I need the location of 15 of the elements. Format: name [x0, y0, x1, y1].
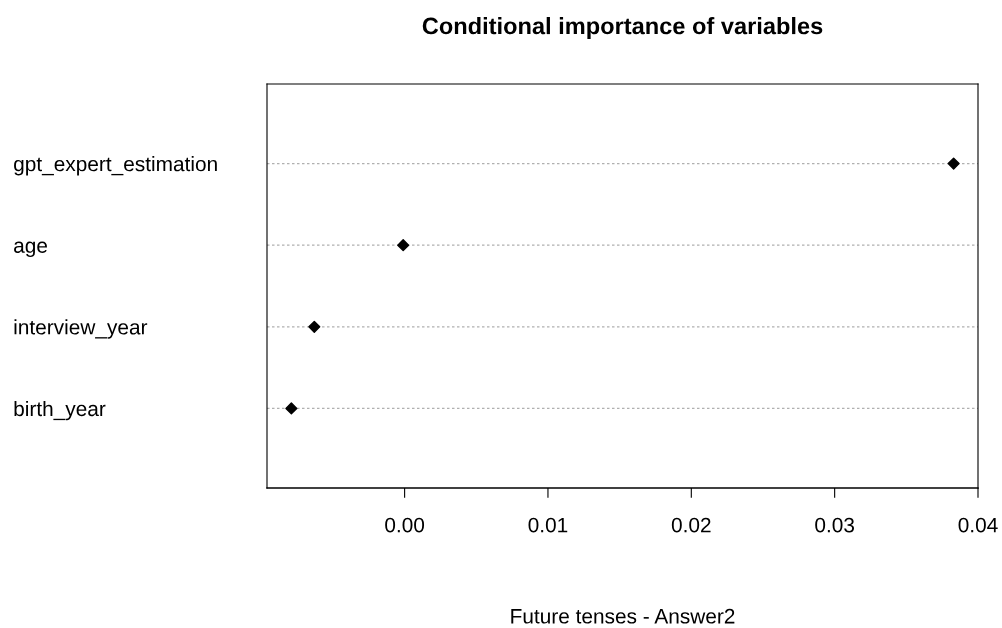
point	[947, 157, 960, 170]
x-axis-title: Future tenses - Answer2	[511, 608, 735, 624]
y-tick-label: birth_year	[14, 400, 106, 421]
x-tick-label: 0.03	[815, 517, 855, 533]
chart-title: Conditional importance of variables	[422, 17, 823, 39]
x-tick-label: 0.00	[385, 517, 425, 533]
x-tick-label: 0.04	[958, 517, 998, 533]
point	[397, 239, 410, 252]
x-tick-label: 0.01	[528, 517, 568, 533]
x-tick-label: 0.02	[671, 517, 711, 533]
point	[285, 402, 298, 415]
y-tick-label: gpt_expert_estimation	[14, 156, 217, 176]
point	[308, 320, 321, 333]
y-tick-label: age	[14, 241, 48, 258]
y-tick-label: interview_year	[14, 319, 148, 339]
